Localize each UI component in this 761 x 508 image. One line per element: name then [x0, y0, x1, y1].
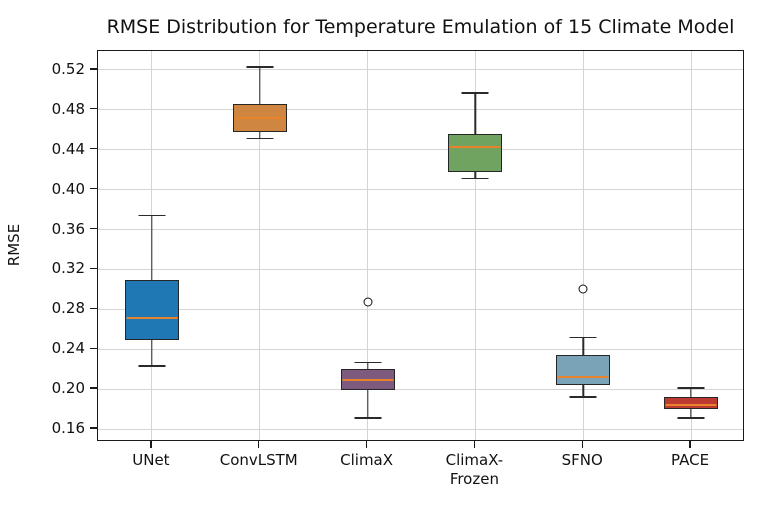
lower-whisker	[474, 171, 477, 179]
upper-whisker-cap	[569, 336, 597, 338]
y-tick-label: 0.28	[51, 299, 85, 318]
lower-whisker	[151, 340, 153, 367]
v-gridline	[474, 51, 476, 440]
y-tick-mark	[90, 387, 97, 389]
y-tick-mark	[90, 347, 97, 349]
outlier-point	[363, 297, 373, 307]
lower-whisker-cap	[138, 365, 166, 367]
x-tick-label: ClimaX	[340, 451, 394, 469]
y-tick-label: 0.20	[51, 379, 85, 398]
y-tick-label: 0.24	[51, 339, 85, 358]
v-gridline	[582, 51, 584, 440]
lower-whisker-cap	[246, 138, 274, 140]
v-gridline	[259, 51, 261, 440]
median-line	[449, 145, 501, 148]
y-tick-label: 0.44	[51, 139, 85, 158]
h-gridline	[98, 109, 743, 111]
upper-whisker	[366, 362, 369, 370]
y-tick-mark	[90, 267, 97, 270]
upper-whisker-cap	[677, 387, 705, 389]
upper-whisker-cap	[354, 361, 382, 363]
plot-area	[97, 50, 744, 441]
lower-whisker	[366, 390, 369, 419]
y-tick-label: 0.16	[51, 419, 85, 438]
y-tick-mark	[90, 307, 97, 309]
chart-title: RMSE Distribution for Temperature Emulat…	[106, 16, 735, 38]
x-tick-mark	[689, 441, 691, 448]
lower-whisker	[690, 409, 692, 419]
box-pace	[664, 397, 719, 410]
y-tick-label: 0.40	[51, 179, 85, 198]
y-tick-mark	[90, 227, 97, 230]
x-tick-label: SFNO	[561, 451, 603, 469]
h-gridline	[98, 388, 743, 390]
upper-whisker	[690, 388, 692, 398]
x-tick-label: PACE	[671, 451, 710, 469]
x-tick-mark	[365, 441, 368, 448]
h-gridline	[98, 348, 743, 350]
v-gridline	[367, 51, 369, 440]
h-gridline	[98, 69, 743, 71]
y-tick-mark	[90, 148, 97, 150]
x-tick-mark	[581, 441, 583, 448]
y-tick-mark	[90, 187, 97, 190]
median-line	[126, 317, 178, 320]
lower-whisker-cap	[354, 417, 382, 419]
median-line	[234, 116, 286, 119]
lower-whisker-cap	[461, 177, 489, 180]
y-tick-mark	[90, 108, 97, 110]
upper-whisker-cap	[138, 214, 166, 217]
x-tick-label: ClimaX- Frozen	[445, 451, 504, 488]
lower-whisker-cap	[569, 396, 597, 398]
upper-whisker	[582, 337, 584, 356]
x-tick-mark	[150, 441, 152, 448]
upper-whisker-cap	[461, 92, 489, 94]
outlier-point	[578, 284, 588, 294]
x-tick-mark	[258, 441, 260, 448]
x-tick-label: ConvLSTM	[219, 451, 298, 469]
x-tick-label: UNet	[132, 451, 170, 469]
x-tick-mark	[473, 441, 476, 448]
y-tick-label: 0.48	[51, 99, 85, 118]
median-line	[665, 404, 717, 407]
h-gridline	[98, 308, 743, 310]
upper-whisker	[151, 215, 153, 281]
y-tick-label: 0.52	[51, 59, 85, 78]
upper-whisker	[474, 92, 477, 134]
y-tick-mark	[90, 427, 97, 429]
box-sfno	[556, 355, 611, 386]
lower-whisker	[259, 131, 261, 139]
h-gridline	[98, 189, 743, 191]
h-gridline	[98, 268, 743, 270]
y-tick-label: 0.36	[51, 219, 85, 238]
h-gridline	[98, 229, 743, 231]
lower-whisker-cap	[677, 417, 705, 419]
h-gridline	[98, 149, 743, 151]
box-climax-frozen	[448, 133, 503, 172]
median-line	[342, 379, 394, 382]
y-tick-label: 0.32	[51, 259, 85, 278]
median-line	[557, 376, 609, 379]
h-gridline	[98, 428, 743, 430]
v-gridline	[690, 51, 692, 440]
upper-whisker-cap	[246, 66, 274, 68]
lower-whisker	[582, 385, 584, 398]
y-tick-mark	[90, 68, 97, 70]
upper-whisker	[259, 66, 261, 104]
box-unet	[124, 280, 179, 341]
